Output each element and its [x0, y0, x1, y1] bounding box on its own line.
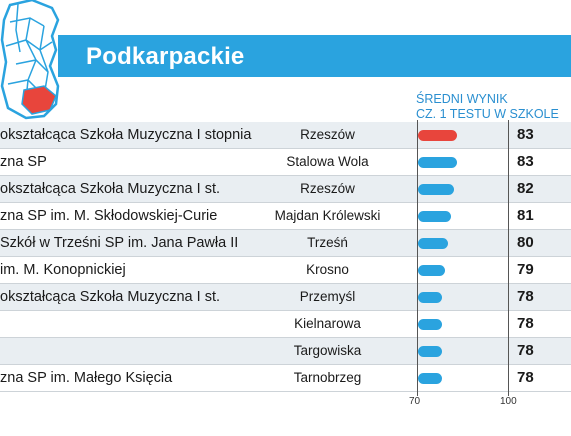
- row-separator: [0, 148, 571, 149]
- row-shade: [0, 230, 571, 256]
- table-row: Targowiska 78: [0, 338, 571, 365]
- school-name: im. M. Konopnickiej: [0, 262, 126, 278]
- axis-line-min: [417, 120, 418, 396]
- row-separator: [0, 364, 571, 365]
- score-value: 78: [517, 315, 534, 332]
- region-header-band: [58, 35, 571, 77]
- row-shade: [0, 176, 571, 202]
- row-separator: [0, 337, 571, 338]
- score-value: 83: [517, 126, 534, 143]
- row-shade: [0, 284, 571, 310]
- row-separator: [0, 256, 571, 257]
- column-header: ŚREDNI WYNIK CZ. 1 TESTU W SZKOLE: [416, 92, 559, 122]
- city-name: Stalowa Wola: [286, 154, 369, 169]
- school-name: zna SP im. M. Skłodowskiej-Curie: [0, 208, 218, 224]
- row-separator: [0, 283, 571, 284]
- column-header-line2: CZ. 1 TESTU W SZKOLE: [416, 107, 559, 121]
- city-name: Rzeszów: [300, 127, 355, 142]
- score-value: 83: [517, 153, 534, 170]
- axis-line-max: [508, 120, 509, 396]
- score-bar: [418, 373, 443, 384]
- score-bar: [418, 211, 452, 222]
- row-shade: [0, 122, 571, 148]
- school-name: zna SP im. Małego Księcia: [0, 370, 173, 386]
- score-bar: [418, 157, 458, 168]
- school-name: okształcąca Szkoła Muzyczna I stopnia: [0, 127, 252, 143]
- row-shade: [0, 338, 571, 364]
- school-name: Szkół w Trześni SP im. Jana Pawła II: [0, 235, 239, 251]
- school-name: okształcąca Szkoła Muzyczna I st.: [0, 289, 220, 305]
- row-separator: [0, 175, 571, 176]
- region-title: Podkarpackie: [86, 43, 245, 70]
- score-bar: [418, 265, 446, 276]
- table-row: zna SP im. Małego Księcia Tarnobrzeg 78: [0, 365, 571, 392]
- map-highlight-district: [21, 85, 57, 115]
- table-row: zna SP im. M. Skłodowskiej-Curie Majdan K…: [0, 203, 571, 230]
- school-name: okształcąca Szkoła Muzyczna I st.: [0, 181, 220, 197]
- city-name: Majdan Królewski: [274, 208, 381, 223]
- city-name: Przemyśl: [299, 289, 356, 304]
- tick-label-min: 70: [409, 396, 421, 407]
- score-value: 78: [517, 342, 534, 359]
- column-header-line1: ŚREDNI WYNIK: [416, 92, 508, 106]
- city-name: Targowiska: [293, 343, 362, 358]
- table-row: okształcąca Szkoła Muzyczna I st. Rzeszów…: [0, 176, 571, 203]
- school-name: zna SP: [0, 154, 47, 170]
- map-districts: [5, 3, 53, 101]
- table-row: okształcąca Szkoła Muzyczna I stopnia Rze…: [0, 122, 571, 149]
- score-bar: [418, 130, 458, 141]
- score-value: 82: [517, 180, 534, 197]
- score-bar: [418, 319, 443, 330]
- score-bar: [418, 238, 449, 249]
- score-value: 81: [517, 207, 534, 224]
- table-row: Szkół w Trześni SP im. Jana Pawła II Trze…: [0, 230, 571, 257]
- row-separator: [0, 391, 571, 392]
- row-separator: [0, 310, 571, 311]
- score-value: 78: [517, 369, 534, 386]
- row-separator: [0, 202, 571, 203]
- city-name: Krosno: [306, 262, 349, 277]
- score-value: 78: [517, 288, 534, 305]
- score-bar: [418, 184, 455, 195]
- score-value: 80: [517, 234, 534, 251]
- city-name: Trześń: [307, 235, 348, 250]
- table-row: okształcąca Szkoła Muzyczna I st. Przemyś…: [0, 284, 571, 311]
- region-map: [0, 0, 60, 120]
- city-name: Kielnarowa: [294, 316, 361, 331]
- table-row: im. M. Konopnickiej Krosno 79: [0, 257, 571, 284]
- table-row: Kielnarowa 78: [0, 311, 571, 338]
- table-row: zna SP Stalowa Wola 83: [0, 149, 571, 176]
- tick-label-max: 100: [500, 396, 517, 407]
- row-separator: [0, 229, 571, 230]
- score-value: 79: [517, 261, 534, 278]
- city-name: Rzeszów: [300, 181, 355, 196]
- score-bar: [418, 292, 443, 303]
- city-name: Tarnobrzeg: [293, 370, 362, 385]
- score-bar: [418, 346, 443, 357]
